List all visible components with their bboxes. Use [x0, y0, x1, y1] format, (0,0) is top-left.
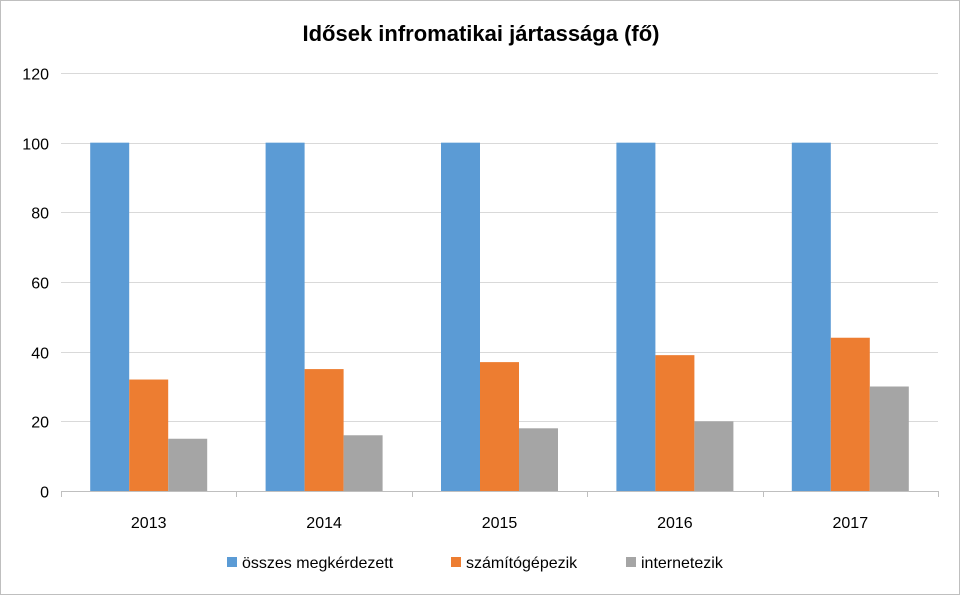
y-tick-label: 20: [31, 415, 49, 432]
legend-label: számítógépezik: [466, 555, 578, 572]
legend-label: internetezik: [641, 555, 724, 572]
bar: [519, 428, 558, 491]
bar: [655, 355, 695, 491]
bar: [343, 435, 383, 491]
bar: [441, 142, 480, 491]
legend-label: összes megkérdezett: [242, 555, 394, 572]
x-tick-label: 2017: [833, 515, 869, 532]
bar: [480, 362, 519, 491]
legend-swatch: [451, 557, 461, 567]
y-tick-label: 80: [31, 206, 49, 223]
gridlines: [61, 73, 939, 497]
y-tick-label: 100: [22, 137, 49, 154]
bar: [616, 142, 656, 491]
bar: [265, 142, 305, 491]
bar: [129, 379, 169, 491]
y-tick-label: 60: [31, 276, 49, 293]
legend: összes megkérdezett számítógépezik interne…: [227, 555, 724, 572]
x-tick-label: 2015: [482, 515, 518, 532]
y-tick-label: 0: [40, 485, 49, 502]
bar: [694, 421, 734, 491]
x-tick-label: 2013: [131, 515, 167, 532]
bar: [168, 438, 208, 491]
bar: [869, 386, 909, 491]
bar: [90, 142, 130, 491]
x-tick-label: 2014: [306, 515, 342, 532]
y-tick-label: 40: [31, 346, 49, 363]
bar: [830, 337, 870, 491]
bar: [304, 369, 344, 491]
y-axis-ticks: 0 20 40 60 80 100 120: [22, 67, 49, 502]
bars: [90, 142, 909, 491]
bar: [791, 142, 831, 491]
chart-title: Idősek infromatikai jártassága (fő): [303, 21, 660, 46]
legend-swatch: [227, 557, 237, 567]
x-tick-label: 2016: [657, 515, 693, 532]
y-tick-label: 120: [22, 67, 49, 84]
x-axis-ticks: 2013 2014 2015 2016 2017: [131, 515, 868, 532]
legend-swatch: [626, 557, 636, 567]
